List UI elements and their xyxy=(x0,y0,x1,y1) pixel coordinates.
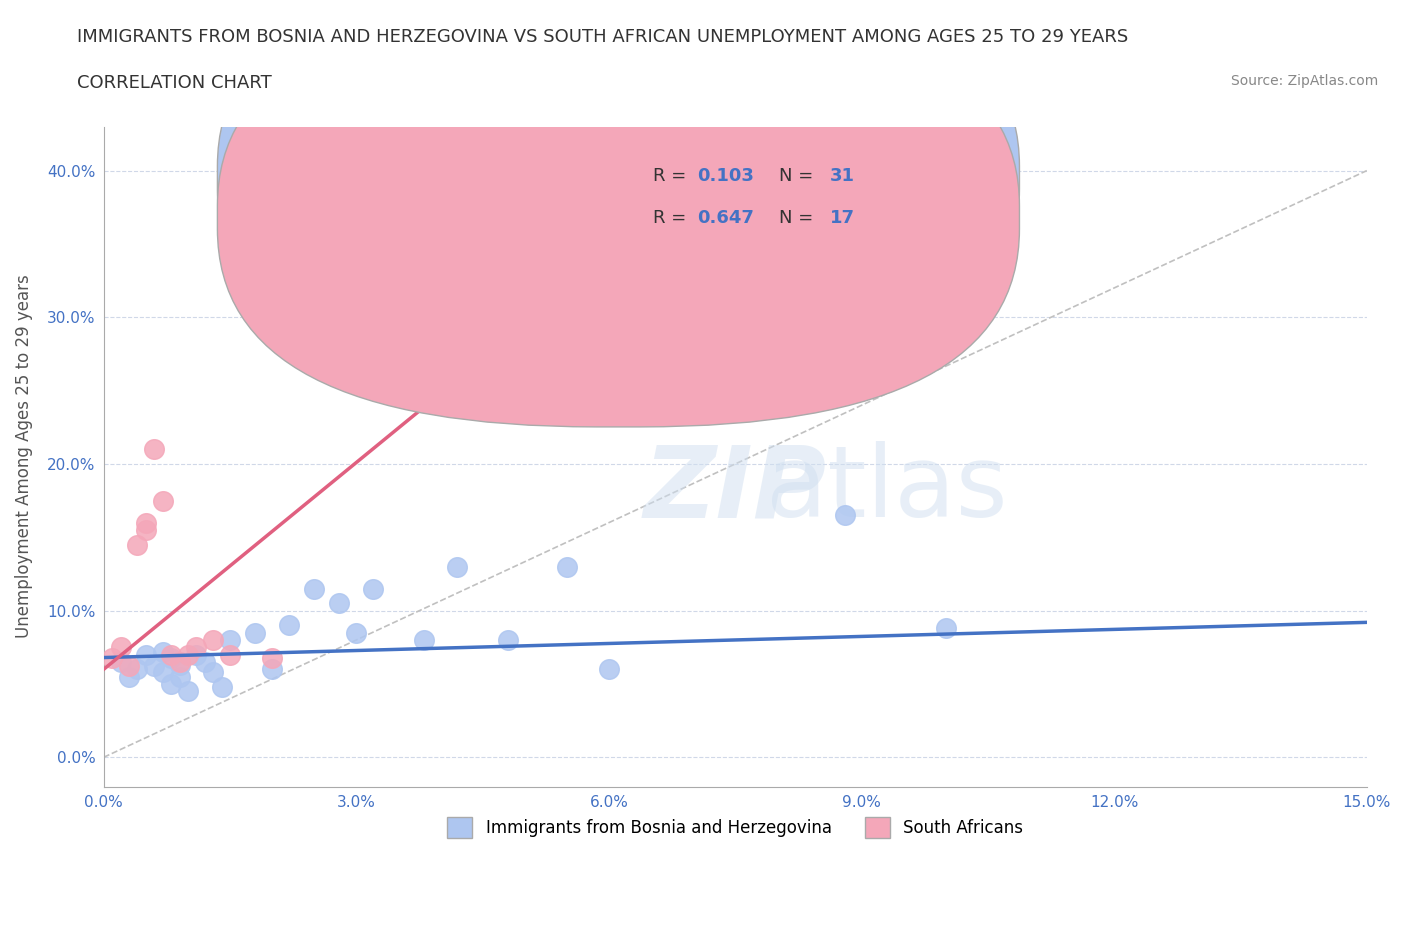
Text: atlas: atlas xyxy=(766,441,1008,538)
Point xyxy=(496,207,519,222)
Point xyxy=(160,676,183,691)
FancyBboxPatch shape xyxy=(218,0,1019,387)
Point xyxy=(262,650,284,665)
FancyBboxPatch shape xyxy=(571,153,950,252)
Point xyxy=(169,670,191,684)
Point xyxy=(202,665,225,680)
Text: CORRELATION CHART: CORRELATION CHART xyxy=(77,74,273,92)
Point xyxy=(118,670,141,684)
Point xyxy=(328,596,350,611)
Point xyxy=(598,662,620,677)
Point xyxy=(186,647,208,662)
Text: ZIP: ZIP xyxy=(644,441,827,538)
Point xyxy=(169,658,191,672)
Text: N =: N = xyxy=(779,167,820,185)
Point xyxy=(245,625,267,640)
Point xyxy=(135,523,157,538)
Point xyxy=(219,632,242,647)
Point xyxy=(152,644,174,659)
Point xyxy=(302,581,325,596)
Point xyxy=(135,515,157,530)
Text: R =: R = xyxy=(654,167,692,185)
Point xyxy=(834,508,856,523)
Point xyxy=(194,655,217,670)
Text: Source: ZipAtlas.com: Source: ZipAtlas.com xyxy=(1230,74,1378,88)
Point xyxy=(110,655,132,670)
Point xyxy=(127,662,149,677)
Text: 0.647: 0.647 xyxy=(697,208,754,227)
Point xyxy=(177,684,200,698)
Point xyxy=(169,655,191,670)
Text: N =: N = xyxy=(779,208,820,227)
Point xyxy=(412,632,434,647)
Text: 17: 17 xyxy=(830,208,855,227)
Text: 0.103: 0.103 xyxy=(697,167,754,185)
Text: R =: R = xyxy=(654,208,692,227)
Point xyxy=(160,647,183,662)
Legend: Immigrants from Bosnia and Herzegovina, South Africans: Immigrants from Bosnia and Herzegovina, … xyxy=(440,811,1031,844)
Point xyxy=(344,625,367,640)
Text: IMMIGRANTS FROM BOSNIA AND HERZEGOVINA VS SOUTH AFRICAN UNEMPLOYMENT AMONG AGES : IMMIGRANTS FROM BOSNIA AND HERZEGOVINA V… xyxy=(77,28,1129,46)
Text: 31: 31 xyxy=(830,167,855,185)
Point xyxy=(101,650,124,665)
Point xyxy=(344,317,367,332)
Point xyxy=(118,659,141,674)
Point xyxy=(135,647,157,662)
Point xyxy=(152,665,174,680)
Point xyxy=(211,680,233,695)
Point xyxy=(127,538,149,552)
Point xyxy=(935,621,957,636)
Point xyxy=(219,647,242,662)
Point xyxy=(160,650,183,665)
FancyBboxPatch shape xyxy=(218,7,1019,427)
Point xyxy=(152,493,174,508)
Point xyxy=(177,647,200,662)
Point xyxy=(496,632,519,647)
Y-axis label: Unemployment Among Ages 25 to 29 years: Unemployment Among Ages 25 to 29 years xyxy=(15,274,32,639)
Point xyxy=(143,442,166,457)
Point xyxy=(555,559,578,574)
Point xyxy=(143,659,166,674)
Point xyxy=(202,632,225,647)
Point xyxy=(110,640,132,655)
Point xyxy=(278,618,301,632)
Point xyxy=(262,662,284,677)
Point xyxy=(361,581,384,596)
Point xyxy=(446,559,468,574)
Point xyxy=(186,640,208,655)
